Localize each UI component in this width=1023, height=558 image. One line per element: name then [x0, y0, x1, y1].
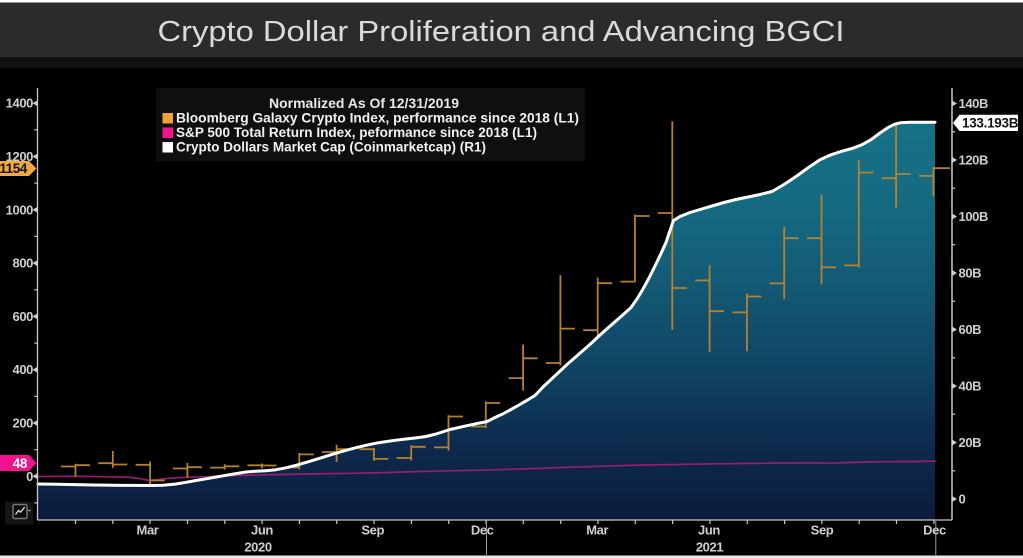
svg-text:140B: 140B: [959, 96, 988, 111]
svg-text:120B: 120B: [959, 153, 988, 168]
svg-text:40B: 40B: [959, 379, 982, 394]
svg-text:600: 600: [13, 309, 34, 324]
svg-text:Sep: Sep: [811, 523, 834, 538]
svg-text:800: 800: [13, 256, 34, 271]
svg-text:0: 0: [959, 492, 966, 507]
svg-text:Jun: Jun: [698, 523, 720, 538]
svg-text:400: 400: [13, 362, 34, 377]
svg-text:20B: 20B: [959, 435, 982, 450]
svg-text:Mar: Mar: [137, 523, 159, 538]
svg-text:Dec: Dec: [471, 523, 494, 538]
svg-text:100B: 100B: [959, 209, 988, 224]
svg-text:200: 200: [13, 416, 34, 431]
svg-text:2020: 2020: [244, 540, 271, 555]
svg-text:2021: 2021: [696, 540, 723, 555]
svg-text:Sep: Sep: [361, 523, 384, 538]
svg-text:Dec: Dec: [923, 523, 946, 538]
svg-text:Normalized As Of 12/31/2019: Normalized As Of 12/31/2019: [269, 96, 459, 111]
svg-text:48: 48: [13, 456, 28, 471]
svg-text:Jun: Jun: [251, 523, 273, 538]
svg-text:Crypto Dollar Proliferation an: Crypto Dollar Proliferation and Advancin…: [158, 16, 845, 48]
svg-text:Crypto Dollars Market Cap (Coi: Crypto Dollars Market Cap (Coinmarketcap…: [176, 140, 486, 155]
svg-text:1200: 1200: [6, 149, 33, 164]
svg-text:1154: 1154: [0, 161, 28, 176]
svg-text:80B: 80B: [959, 266, 982, 281]
svg-text:0: 0: [26, 469, 33, 484]
svg-text:S&P 500 Total Return Index, pe: S&P 500 Total Return Index, peformance s…: [176, 125, 537, 140]
svg-text:60B: 60B: [959, 322, 982, 337]
svg-text:133.193B: 133.193B: [962, 116, 1019, 131]
svg-text:Bloomberg Galaxy Crypto Index,: Bloomberg Galaxy Crypto Index, performan…: [176, 111, 579, 126]
svg-text:Mar: Mar: [586, 523, 608, 538]
svg-text:1000: 1000: [6, 202, 33, 217]
svg-text:1400: 1400: [6, 96, 33, 111]
